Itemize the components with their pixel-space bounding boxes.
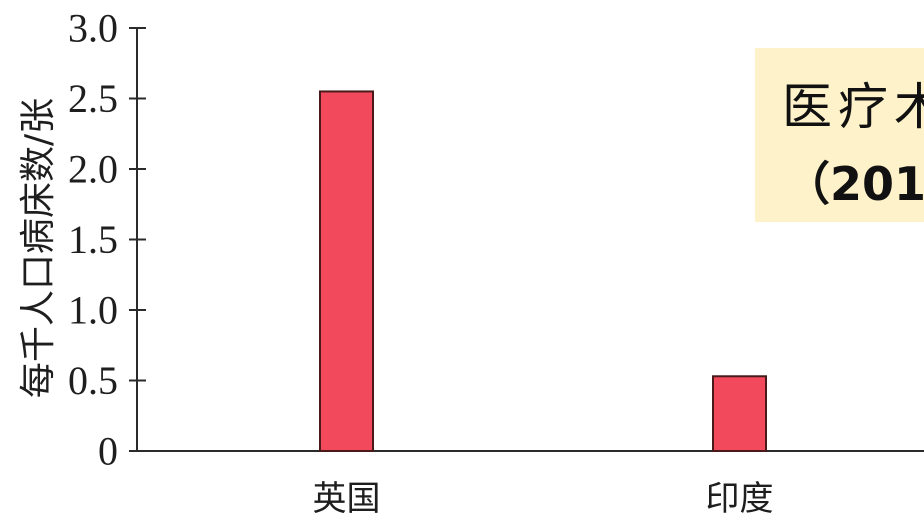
y-tick-label: 3.0	[68, 6, 118, 51]
y-tick-label: 1.5	[68, 217, 118, 262]
callout-box: 医疗木 （201	[755, 48, 924, 222]
callout-subtitle: （201	[784, 157, 924, 211]
category-labels: 英国 印度	[313, 479, 774, 519]
y-axis-ticks: 0 0.5 1.0 1.5 2.0 2.5 3.0	[68, 6, 146, 474]
bars	[319, 90, 767, 452]
y-tick-label: 0.5	[68, 358, 118, 403]
x-category-label: 印度	[706, 479, 774, 519]
callout-background	[755, 48, 924, 222]
bar	[319, 90, 374, 452]
x-category-label: 英国	[313, 479, 381, 519]
callout-title: 医疗木	[782, 78, 924, 136]
y-tick-label: 0	[98, 429, 118, 474]
bar	[712, 375, 767, 452]
y-tick-label: 2.0	[68, 147, 118, 192]
y-tick-label: 2.5	[68, 76, 118, 121]
y-tick-label: 1.0	[68, 288, 118, 333]
y-axis-label: 每千人口病床数/张	[18, 98, 59, 398]
